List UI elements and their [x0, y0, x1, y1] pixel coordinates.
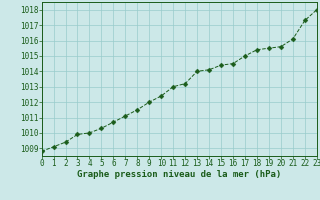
X-axis label: Graphe pression niveau de la mer (hPa): Graphe pression niveau de la mer (hPa) — [77, 170, 281, 179]
